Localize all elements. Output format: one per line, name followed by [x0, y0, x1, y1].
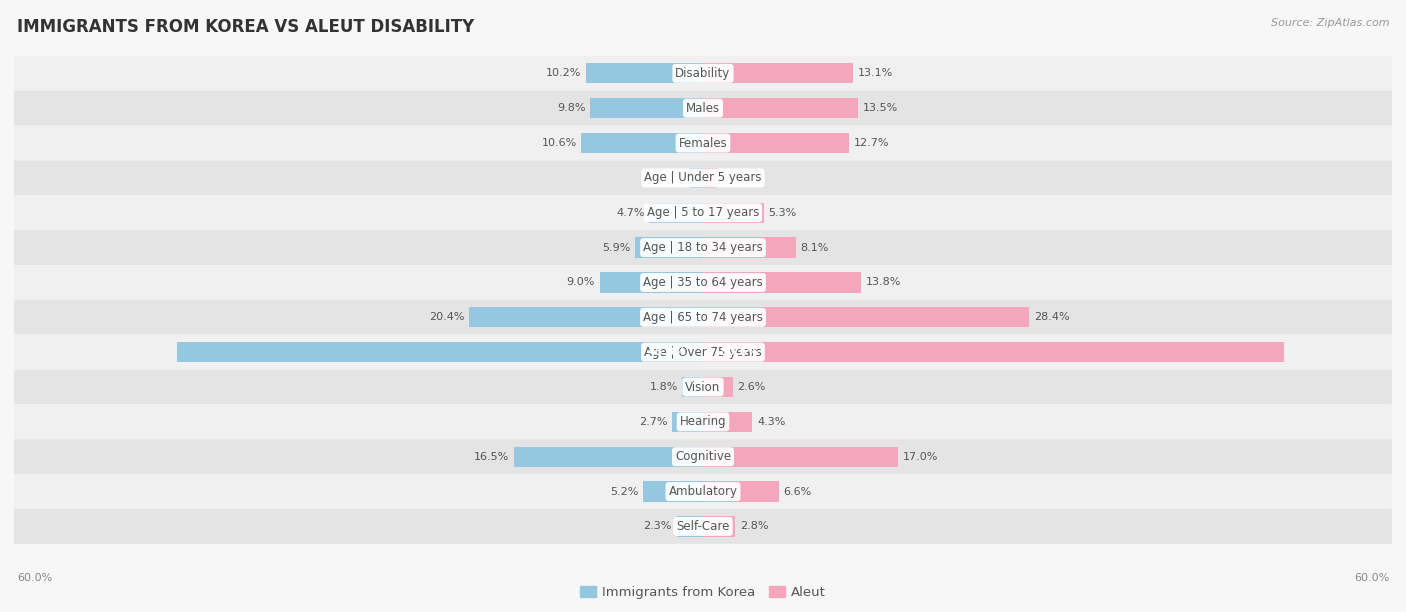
Bar [703, 412, 752, 432]
Text: 13.5%: 13.5% [863, 103, 898, 113]
Text: 2.8%: 2.8% [740, 521, 768, 531]
Text: 5.9%: 5.9% [602, 242, 631, 253]
FancyBboxPatch shape [14, 370, 1392, 405]
Text: IMMIGRANTS FROM KOREA VS ALEUT DISABILITY: IMMIGRANTS FROM KOREA VS ALEUT DISABILIT… [17, 18, 474, 36]
Text: 2.3%: 2.3% [644, 521, 672, 531]
Text: 1.2%: 1.2% [721, 173, 749, 183]
FancyBboxPatch shape [14, 195, 1392, 230]
Bar [468, 307, 703, 327]
Bar [690, 168, 703, 188]
FancyBboxPatch shape [14, 160, 1392, 195]
Bar [672, 412, 703, 432]
Text: 10.2%: 10.2% [546, 69, 581, 78]
Text: Age | 18 to 34 years: Age | 18 to 34 years [643, 241, 763, 254]
Legend: Immigrants from Korea, Aleut: Immigrants from Korea, Aleut [575, 581, 831, 605]
Text: 4.7%: 4.7% [616, 207, 644, 218]
Text: Age | 35 to 64 years: Age | 35 to 64 years [643, 276, 763, 289]
Bar [703, 168, 717, 188]
FancyBboxPatch shape [14, 335, 1392, 370]
Text: Age | Under 5 years: Age | Under 5 years [644, 171, 762, 184]
FancyBboxPatch shape [14, 509, 1392, 544]
Bar [581, 133, 703, 153]
FancyBboxPatch shape [14, 474, 1392, 509]
Text: Age | Over 75 years: Age | Over 75 years [644, 346, 762, 359]
Bar [586, 63, 703, 83]
Text: Vision: Vision [685, 381, 721, 394]
Bar [703, 377, 733, 397]
FancyBboxPatch shape [14, 300, 1392, 335]
Text: 28.4%: 28.4% [1033, 312, 1070, 323]
Bar [636, 237, 703, 258]
Text: 16.5%: 16.5% [474, 452, 509, 461]
Text: Females: Females [679, 136, 727, 149]
Bar [644, 482, 703, 502]
Text: 13.8%: 13.8% [866, 277, 901, 288]
FancyBboxPatch shape [14, 265, 1392, 300]
Bar [703, 133, 849, 153]
Text: Males: Males [686, 102, 720, 114]
Text: 9.0%: 9.0% [567, 277, 595, 288]
Bar [513, 447, 703, 467]
Bar [703, 342, 1284, 362]
Text: 5.3%: 5.3% [769, 207, 797, 218]
Text: 6.6%: 6.6% [783, 487, 811, 496]
Bar [703, 307, 1029, 327]
Text: 10.6%: 10.6% [541, 138, 576, 148]
Text: 8.1%: 8.1% [800, 242, 830, 253]
Text: 20.4%: 20.4% [429, 312, 464, 323]
Text: 45.8%: 45.8% [647, 347, 686, 357]
Bar [177, 342, 703, 362]
FancyBboxPatch shape [14, 91, 1392, 125]
FancyBboxPatch shape [14, 439, 1392, 474]
Bar [703, 63, 853, 83]
Text: 1.1%: 1.1% [658, 173, 686, 183]
Text: 60.0%: 60.0% [1354, 573, 1389, 583]
Text: 17.0%: 17.0% [903, 452, 938, 461]
FancyBboxPatch shape [14, 405, 1392, 439]
Text: Self-Care: Self-Care [676, 520, 730, 533]
Bar [703, 203, 763, 223]
Text: 2.7%: 2.7% [638, 417, 668, 427]
Bar [682, 377, 703, 397]
Text: Disability: Disability [675, 67, 731, 80]
Bar [591, 98, 703, 118]
Bar [703, 237, 796, 258]
Text: 60.0%: 60.0% [17, 573, 52, 583]
Text: 4.3%: 4.3% [756, 417, 786, 427]
FancyBboxPatch shape [14, 230, 1392, 265]
Bar [703, 272, 862, 293]
Bar [650, 203, 703, 223]
Text: 13.1%: 13.1% [858, 69, 893, 78]
Text: Cognitive: Cognitive [675, 450, 731, 463]
Text: Ambulatory: Ambulatory [668, 485, 738, 498]
FancyBboxPatch shape [14, 56, 1392, 91]
Text: Hearing: Hearing [679, 416, 727, 428]
Text: 2.6%: 2.6% [738, 382, 766, 392]
Text: Source: ZipAtlas.com: Source: ZipAtlas.com [1271, 18, 1389, 28]
Bar [676, 517, 703, 537]
Bar [703, 447, 898, 467]
Bar [703, 98, 858, 118]
Text: 9.8%: 9.8% [557, 103, 586, 113]
Bar [599, 272, 703, 293]
Text: Age | 65 to 74 years: Age | 65 to 74 years [643, 311, 763, 324]
Bar [703, 517, 735, 537]
Text: 5.2%: 5.2% [610, 487, 638, 496]
Text: 1.8%: 1.8% [650, 382, 678, 392]
Text: 12.7%: 12.7% [853, 138, 889, 148]
Text: Age | 5 to 17 years: Age | 5 to 17 years [647, 206, 759, 219]
Bar [703, 482, 779, 502]
FancyBboxPatch shape [14, 125, 1392, 160]
Text: 50.6%: 50.6% [720, 347, 759, 357]
